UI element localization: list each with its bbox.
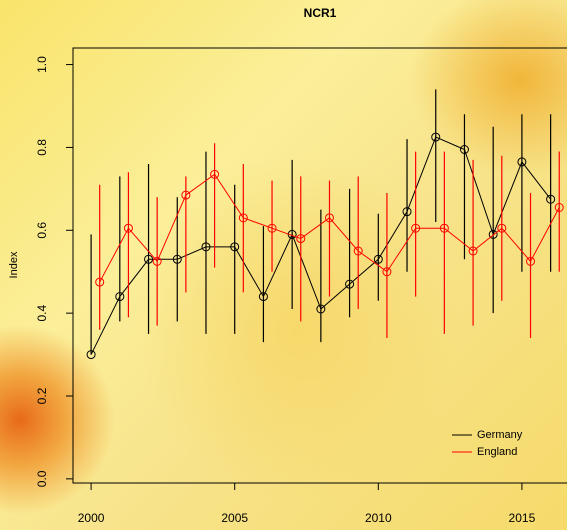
point xyxy=(468,246,478,256)
point xyxy=(210,169,220,179)
point xyxy=(411,223,421,233)
point xyxy=(554,203,564,212)
point xyxy=(238,213,248,223)
y-tick-label: 0.8 xyxy=(35,139,49,156)
y-tick-label: 0.2 xyxy=(35,387,49,404)
point xyxy=(402,207,412,217)
legend-label: Germany xyxy=(477,429,523,441)
point xyxy=(258,292,268,302)
y-tick-label: 1.0 xyxy=(35,56,49,73)
x-tick-label: 2010 xyxy=(365,511,392,525)
point xyxy=(316,304,326,314)
legend-label: England xyxy=(477,446,517,458)
point xyxy=(546,194,556,204)
series-line xyxy=(90,136,552,355)
x-tick-label: 2015 xyxy=(509,511,536,525)
point xyxy=(497,223,507,233)
point xyxy=(373,254,383,264)
y-tick-label: 0.0 xyxy=(35,470,49,487)
point xyxy=(267,223,277,233)
point xyxy=(382,267,392,277)
point xyxy=(181,190,191,200)
y-axis-label: Index xyxy=(8,251,20,278)
point xyxy=(201,242,211,252)
point xyxy=(86,350,96,360)
chart-title: NCR1 xyxy=(304,6,337,20)
y-tick-label: 0.4 xyxy=(35,304,49,321)
point xyxy=(144,254,154,264)
point xyxy=(152,256,162,266)
point xyxy=(95,277,105,287)
point xyxy=(439,223,449,233)
point xyxy=(526,256,536,266)
point xyxy=(517,157,527,167)
point xyxy=(296,234,306,244)
y-tick-label: 0.6 xyxy=(35,222,49,239)
point xyxy=(324,213,334,223)
point xyxy=(230,242,240,252)
point xyxy=(123,223,133,233)
series-line xyxy=(99,173,560,283)
point xyxy=(345,279,355,289)
x-tick-label: 2005 xyxy=(221,511,248,525)
point xyxy=(172,254,182,264)
point xyxy=(459,145,469,154)
point xyxy=(115,292,125,302)
point xyxy=(353,246,363,256)
x-tick-label: 2000 xyxy=(78,511,105,525)
point xyxy=(431,132,441,142)
point xyxy=(488,229,498,239)
plot-box xyxy=(72,47,567,484)
